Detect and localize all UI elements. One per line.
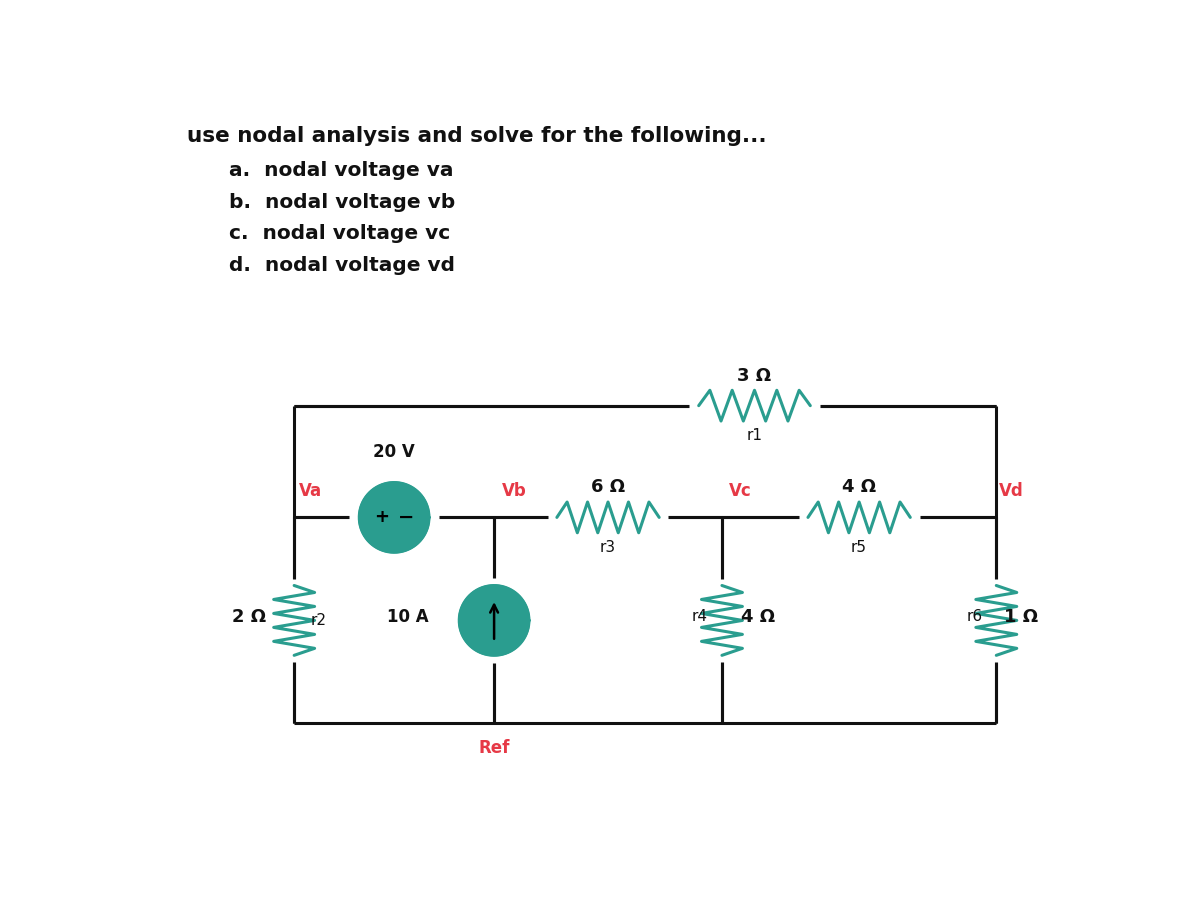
Text: b.  nodal voltage vb: b. nodal voltage vb bbox=[229, 192, 455, 211]
Text: 10 A: 10 A bbox=[386, 608, 428, 626]
Text: r2: r2 bbox=[311, 613, 326, 628]
Text: Vc: Vc bbox=[730, 482, 752, 500]
Text: Vb: Vb bbox=[502, 482, 527, 500]
Text: r5: r5 bbox=[851, 540, 868, 555]
Text: r4: r4 bbox=[692, 610, 708, 624]
Text: Ref: Ref bbox=[479, 739, 510, 756]
Text: 4 Ω: 4 Ω bbox=[740, 608, 775, 626]
Text: c.  nodal voltage vc: c. nodal voltage vc bbox=[229, 224, 450, 243]
Text: r1: r1 bbox=[746, 428, 762, 443]
Text: 1 Ω: 1 Ω bbox=[1003, 608, 1038, 626]
Text: a.  nodal voltage va: a. nodal voltage va bbox=[229, 161, 454, 180]
Text: use nodal analysis and solve for the following...: use nodal analysis and solve for the fol… bbox=[187, 126, 767, 146]
Polygon shape bbox=[359, 482, 430, 552]
Text: Vd: Vd bbox=[1000, 482, 1024, 500]
Text: Va: Va bbox=[299, 482, 322, 500]
Text: d.  nodal voltage vd: d. nodal voltage vd bbox=[229, 256, 455, 275]
Text: 4 Ω: 4 Ω bbox=[842, 479, 876, 496]
Text: r3: r3 bbox=[600, 540, 616, 555]
Text: −: − bbox=[398, 508, 414, 527]
Text: 2 Ω: 2 Ω bbox=[232, 608, 266, 626]
Text: 3 Ω: 3 Ω bbox=[738, 366, 772, 385]
Text: 6 Ω: 6 Ω bbox=[590, 479, 625, 496]
Text: 20 V: 20 V bbox=[373, 444, 415, 461]
Text: +: + bbox=[374, 509, 390, 526]
Polygon shape bbox=[458, 585, 529, 656]
Text: r6: r6 bbox=[966, 610, 983, 624]
